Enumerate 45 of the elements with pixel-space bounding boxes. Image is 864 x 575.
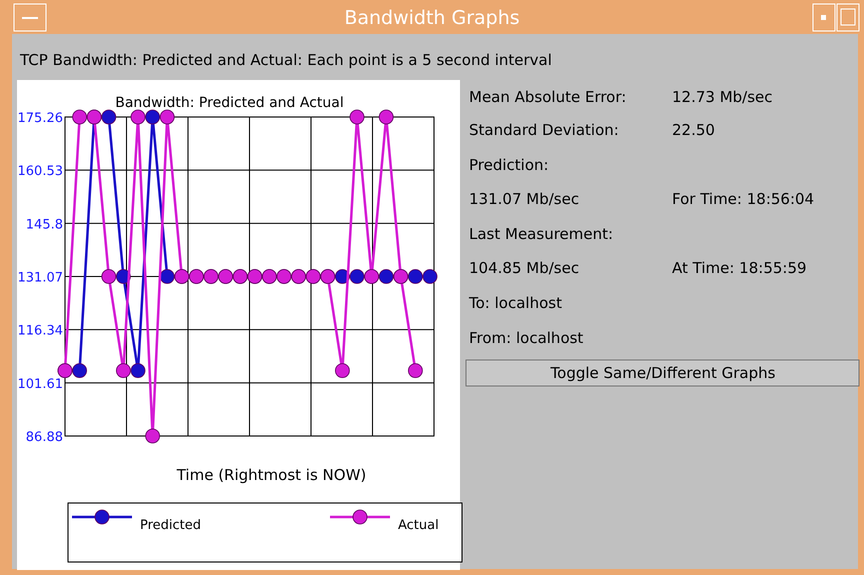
point xyxy=(130,110,146,124)
chart-subtitle: TCP Bandwidth: Predicted and Actual: Each point is a 5 second interval xyxy=(19,51,552,69)
text: Bandwidth Graphs xyxy=(344,7,520,29)
point xyxy=(350,269,364,284)
chart-title: Bandwidth: Predicted and Actual xyxy=(115,95,344,111)
text: 131.07 Mb/sec xyxy=(469,190,580,208)
point xyxy=(408,363,423,378)
text: 12.73 Mb/sec xyxy=(672,88,773,106)
legend-label: Predicted xyxy=(140,518,202,533)
text: From: localhost xyxy=(469,329,584,347)
point xyxy=(335,363,350,378)
x-axis-title: Time (Rightmost is NOW) xyxy=(176,466,366,484)
point xyxy=(145,110,160,124)
text: 22.50 xyxy=(672,121,715,139)
point xyxy=(101,269,116,284)
text: At Time: 18:55:59 xyxy=(672,259,807,277)
point xyxy=(72,363,87,378)
y-tick-label: 160.53 xyxy=(18,164,63,180)
point xyxy=(101,110,116,124)
point xyxy=(145,428,160,444)
text: Prediction: xyxy=(469,156,549,174)
y-tick-label: 86.88 xyxy=(26,430,63,445)
point xyxy=(130,363,146,378)
text: 104.85 Mb/sec xyxy=(469,259,580,277)
point xyxy=(378,269,394,284)
y-tick-label: 116.34 xyxy=(18,324,63,339)
point xyxy=(378,110,394,124)
text: Last Measurement: xyxy=(469,225,614,243)
text: Mean Absolute Error: xyxy=(469,88,626,106)
point xyxy=(422,269,438,284)
point xyxy=(350,110,364,124)
point xyxy=(72,110,87,124)
y-tick-label: 145.8 xyxy=(26,217,63,232)
text: Standard Deviation: xyxy=(469,121,619,139)
point xyxy=(160,110,175,124)
legend-label: Actual xyxy=(398,518,439,533)
point xyxy=(408,269,423,284)
text: Toggle Same/Different Graphs xyxy=(550,364,776,382)
text: To: localhost xyxy=(468,294,562,312)
point xyxy=(116,363,131,378)
text: For Time: 18:56:04 xyxy=(672,190,814,208)
y-tick-label: 101.61 xyxy=(18,376,63,392)
y-tick-label: 131.07 xyxy=(18,270,63,286)
y-tick-label: 175.26 xyxy=(18,111,63,126)
point xyxy=(160,269,175,284)
